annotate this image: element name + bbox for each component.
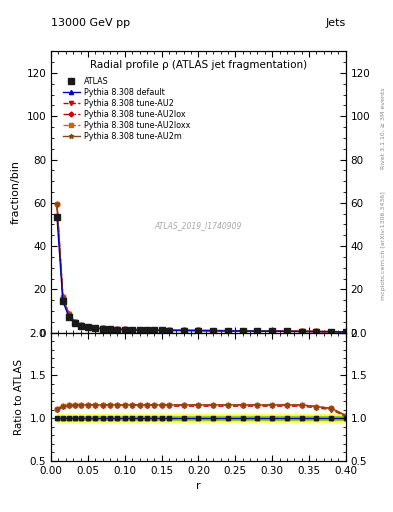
Y-axis label: fraction/bin: fraction/bin [11,160,21,224]
Y-axis label: Ratio to ATLAS: Ratio to ATLAS [14,359,24,435]
Text: Jets: Jets [325,18,346,28]
X-axis label: r: r [196,481,201,491]
Text: 13000 GeV pp: 13000 GeV pp [51,18,130,28]
Text: ATLAS_2019_I1740909: ATLAS_2019_I1740909 [155,221,242,230]
Text: mcplots.cern.ch [arXiv:1306.3436]: mcplots.cern.ch [arXiv:1306.3436] [381,191,386,300]
Text: Rivet 3.1.10, ≥ 3M events: Rivet 3.1.10, ≥ 3M events [381,87,386,169]
Text: Radial profile ρ (ATLAS jet fragmentation): Radial profile ρ (ATLAS jet fragmentatio… [90,60,307,70]
Legend: ATLAS, Pythia 8.308 default, Pythia 8.308 tune-AU2, Pythia 8.308 tune-AU2lox, Py: ATLAS, Pythia 8.308 default, Pythia 8.30… [61,75,192,142]
